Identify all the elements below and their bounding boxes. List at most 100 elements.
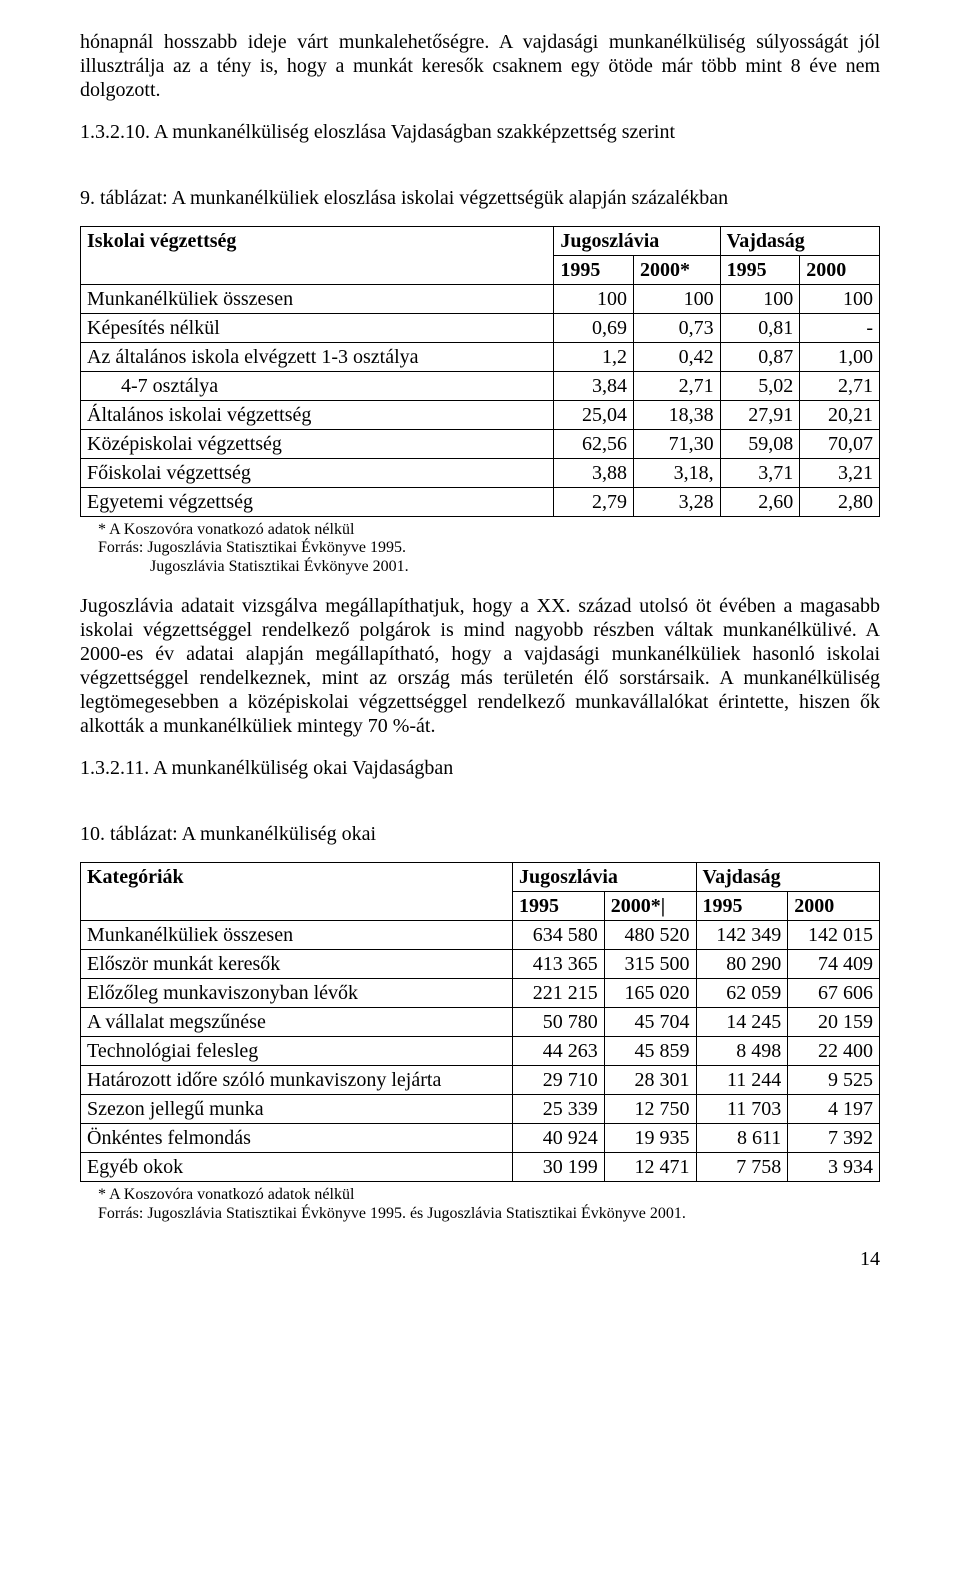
table9-caption: 9. táblázat: A munkanélküliek eloszlása … (80, 186, 880, 210)
row-label: Egyéb okok (81, 1153, 513, 1182)
table9: Iskolai végzettség Jugoszlávia Vajdaság … (80, 226, 880, 517)
col-header-group: Vajdaság (696, 863, 880, 892)
table-row: Általános iskolai végzettség25,0418,3827… (81, 401, 880, 430)
cell-value: 9 525 (788, 1066, 880, 1095)
cell-value: 12 750 (604, 1095, 696, 1124)
row-label: Technológiai felesleg (81, 1037, 513, 1066)
cell-value: 413 365 (513, 950, 605, 979)
col-header-year: 2000*| (604, 892, 696, 921)
row-label: Önkéntes felmondás (81, 1124, 513, 1153)
cell-value: 62,56 (554, 430, 634, 459)
page-number: 14 (80, 1247, 880, 1271)
cell-value: 634 580 (513, 921, 605, 950)
cell-value: 2,79 (554, 488, 634, 517)
cell-value: 40 924 (513, 1124, 605, 1153)
cell-value: 165 020 (604, 979, 696, 1008)
cell-value: 8 498 (696, 1037, 788, 1066)
cell-value: 20 159 (788, 1008, 880, 1037)
cell-value: 5,02 (720, 372, 800, 401)
table9-footnote: * A Koszovóra vonatkozó adatok nélkül (98, 521, 880, 539)
table-row: Munkanélküliek összesen634 580480 520142… (81, 921, 880, 950)
row-label: Határozott időre szóló munkaviszony lejá… (81, 1066, 513, 1095)
cell-value: 3,18, (634, 459, 721, 488)
col-header-year: 2000 (788, 892, 880, 921)
table-row: Önkéntes felmondás40 92419 9358 6117 392 (81, 1124, 880, 1153)
table-row: Egyéb okok30 19912 4717 7583 934 (81, 1153, 880, 1182)
col-header-year: 2000 (800, 256, 880, 285)
cell-value: 70,07 (800, 430, 880, 459)
col-header-label: Kategóriák (81, 863, 513, 921)
middle-paragraph: Jugoszlávia adatait vizsgálva megállapít… (80, 594, 880, 738)
cell-value: 2,71 (634, 372, 721, 401)
cell-value: 19 935 (604, 1124, 696, 1153)
cell-value: 30 199 (513, 1153, 605, 1182)
cell-value: 2,60 (720, 488, 800, 517)
table9-source-2: Jugoszlávia Statisztikai Évkönyve 2001. (98, 558, 880, 576)
table-row: Iskolai végzettség Jugoszlávia Vajdaság (81, 227, 880, 256)
table10-source: Forrás: Jugoszlávia Statisztikai Évkönyv… (98, 1205, 880, 1223)
section-title-2: 1.3.2.11. A munkanélküliség okai Vajdasá… (80, 756, 880, 780)
table-row: Egyetemi végzettség2,793,282,602,80 (81, 488, 880, 517)
table-row: Technológiai felesleg44 26345 8598 49822… (81, 1037, 880, 1066)
cell-value: 480 520 (604, 921, 696, 950)
cell-value: 27,91 (720, 401, 800, 430)
cell-value: 11 703 (696, 1095, 788, 1124)
cell-value: 4 197 (788, 1095, 880, 1124)
table-row: Kategóriák Jugoszlávia Vajdaság (81, 863, 880, 892)
cell-value: 2,80 (800, 488, 880, 517)
col-header-year: 1995 (554, 256, 634, 285)
cell-value: 22 400 (788, 1037, 880, 1066)
document-page: hónapnál hosszabb ideje várt munkalehető… (0, 0, 960, 1311)
table9-source-1: Forrás: Jugoszlávia Statisztikai Évkönyv… (98, 539, 880, 557)
cell-value: 80 290 (696, 950, 788, 979)
col-header-group: Vajdaság (720, 227, 879, 256)
row-label: Általános iskolai végzettség (81, 401, 554, 430)
col-header-group: Jugoszlávia (513, 863, 696, 892)
cell-value: 142 349 (696, 921, 788, 950)
cell-value: 142 015 (788, 921, 880, 950)
table-row: Főiskolai végzettség3,883,18,3,713,21 (81, 459, 880, 488)
cell-value: 100 (720, 285, 800, 314)
cell-value: 100 (634, 285, 721, 314)
cell-value: 0,69 (554, 314, 634, 343)
row-label: Főiskolai végzettség (81, 459, 554, 488)
cell-value: 28 301 (604, 1066, 696, 1095)
row-label: A vállalat megszűnése (81, 1008, 513, 1037)
col-header-label: Iskolai végzettség (81, 227, 554, 285)
cell-value: 1,00 (800, 343, 880, 372)
cell-value: 12 471 (604, 1153, 696, 1182)
cell-value: 25,04 (554, 401, 634, 430)
cell-value: 59,08 (720, 430, 800, 459)
cell-value: 1,2 (554, 343, 634, 372)
cell-value: 100 (800, 285, 880, 314)
cell-value: 7 758 (696, 1153, 788, 1182)
row-label: Képesítés nélkül (81, 314, 554, 343)
table-row: Munkanélküliek összesen100100100100 (81, 285, 880, 314)
cell-value: 45 704 (604, 1008, 696, 1037)
cell-value: 100 (554, 285, 634, 314)
col-header-year: 1995 (696, 892, 788, 921)
section-title-1: 1.3.2.10. A munkanélküliség eloszlása Va… (80, 120, 880, 144)
cell-value: 3,71 (720, 459, 800, 488)
table-row: Képesítés nélkül0,690,730,81- (81, 314, 880, 343)
cell-value: 0,42 (634, 343, 721, 372)
row-label: Munkanélküliek összesen (81, 285, 554, 314)
cell-value: 18,38 (634, 401, 721, 430)
cell-value: 74 409 (788, 950, 880, 979)
table-row: Először munkát keresők413 365315 50080 2… (81, 950, 880, 979)
row-label: Szezon jellegű munka (81, 1095, 513, 1124)
intro-paragraph: hónapnál hosszabb ideje várt munkalehető… (80, 30, 880, 102)
cell-value: 62 059 (696, 979, 788, 1008)
col-header-year: 2000* (634, 256, 721, 285)
cell-value: 2,71 (800, 372, 880, 401)
cell-value: 3,84 (554, 372, 634, 401)
cell-value: 11 244 (696, 1066, 788, 1095)
cell-value: 3,88 (554, 459, 634, 488)
cell-value: 20,21 (800, 401, 880, 430)
row-label: 4-7 osztálya (81, 372, 554, 401)
table-row: Szezon jellegű munka25 33912 75011 7034 … (81, 1095, 880, 1124)
cell-value: 8 611 (696, 1124, 788, 1153)
table-row: 4-7 osztálya3,842,715,022,71 (81, 372, 880, 401)
cell-value: 50 780 (513, 1008, 605, 1037)
cell-value: 25 339 (513, 1095, 605, 1124)
